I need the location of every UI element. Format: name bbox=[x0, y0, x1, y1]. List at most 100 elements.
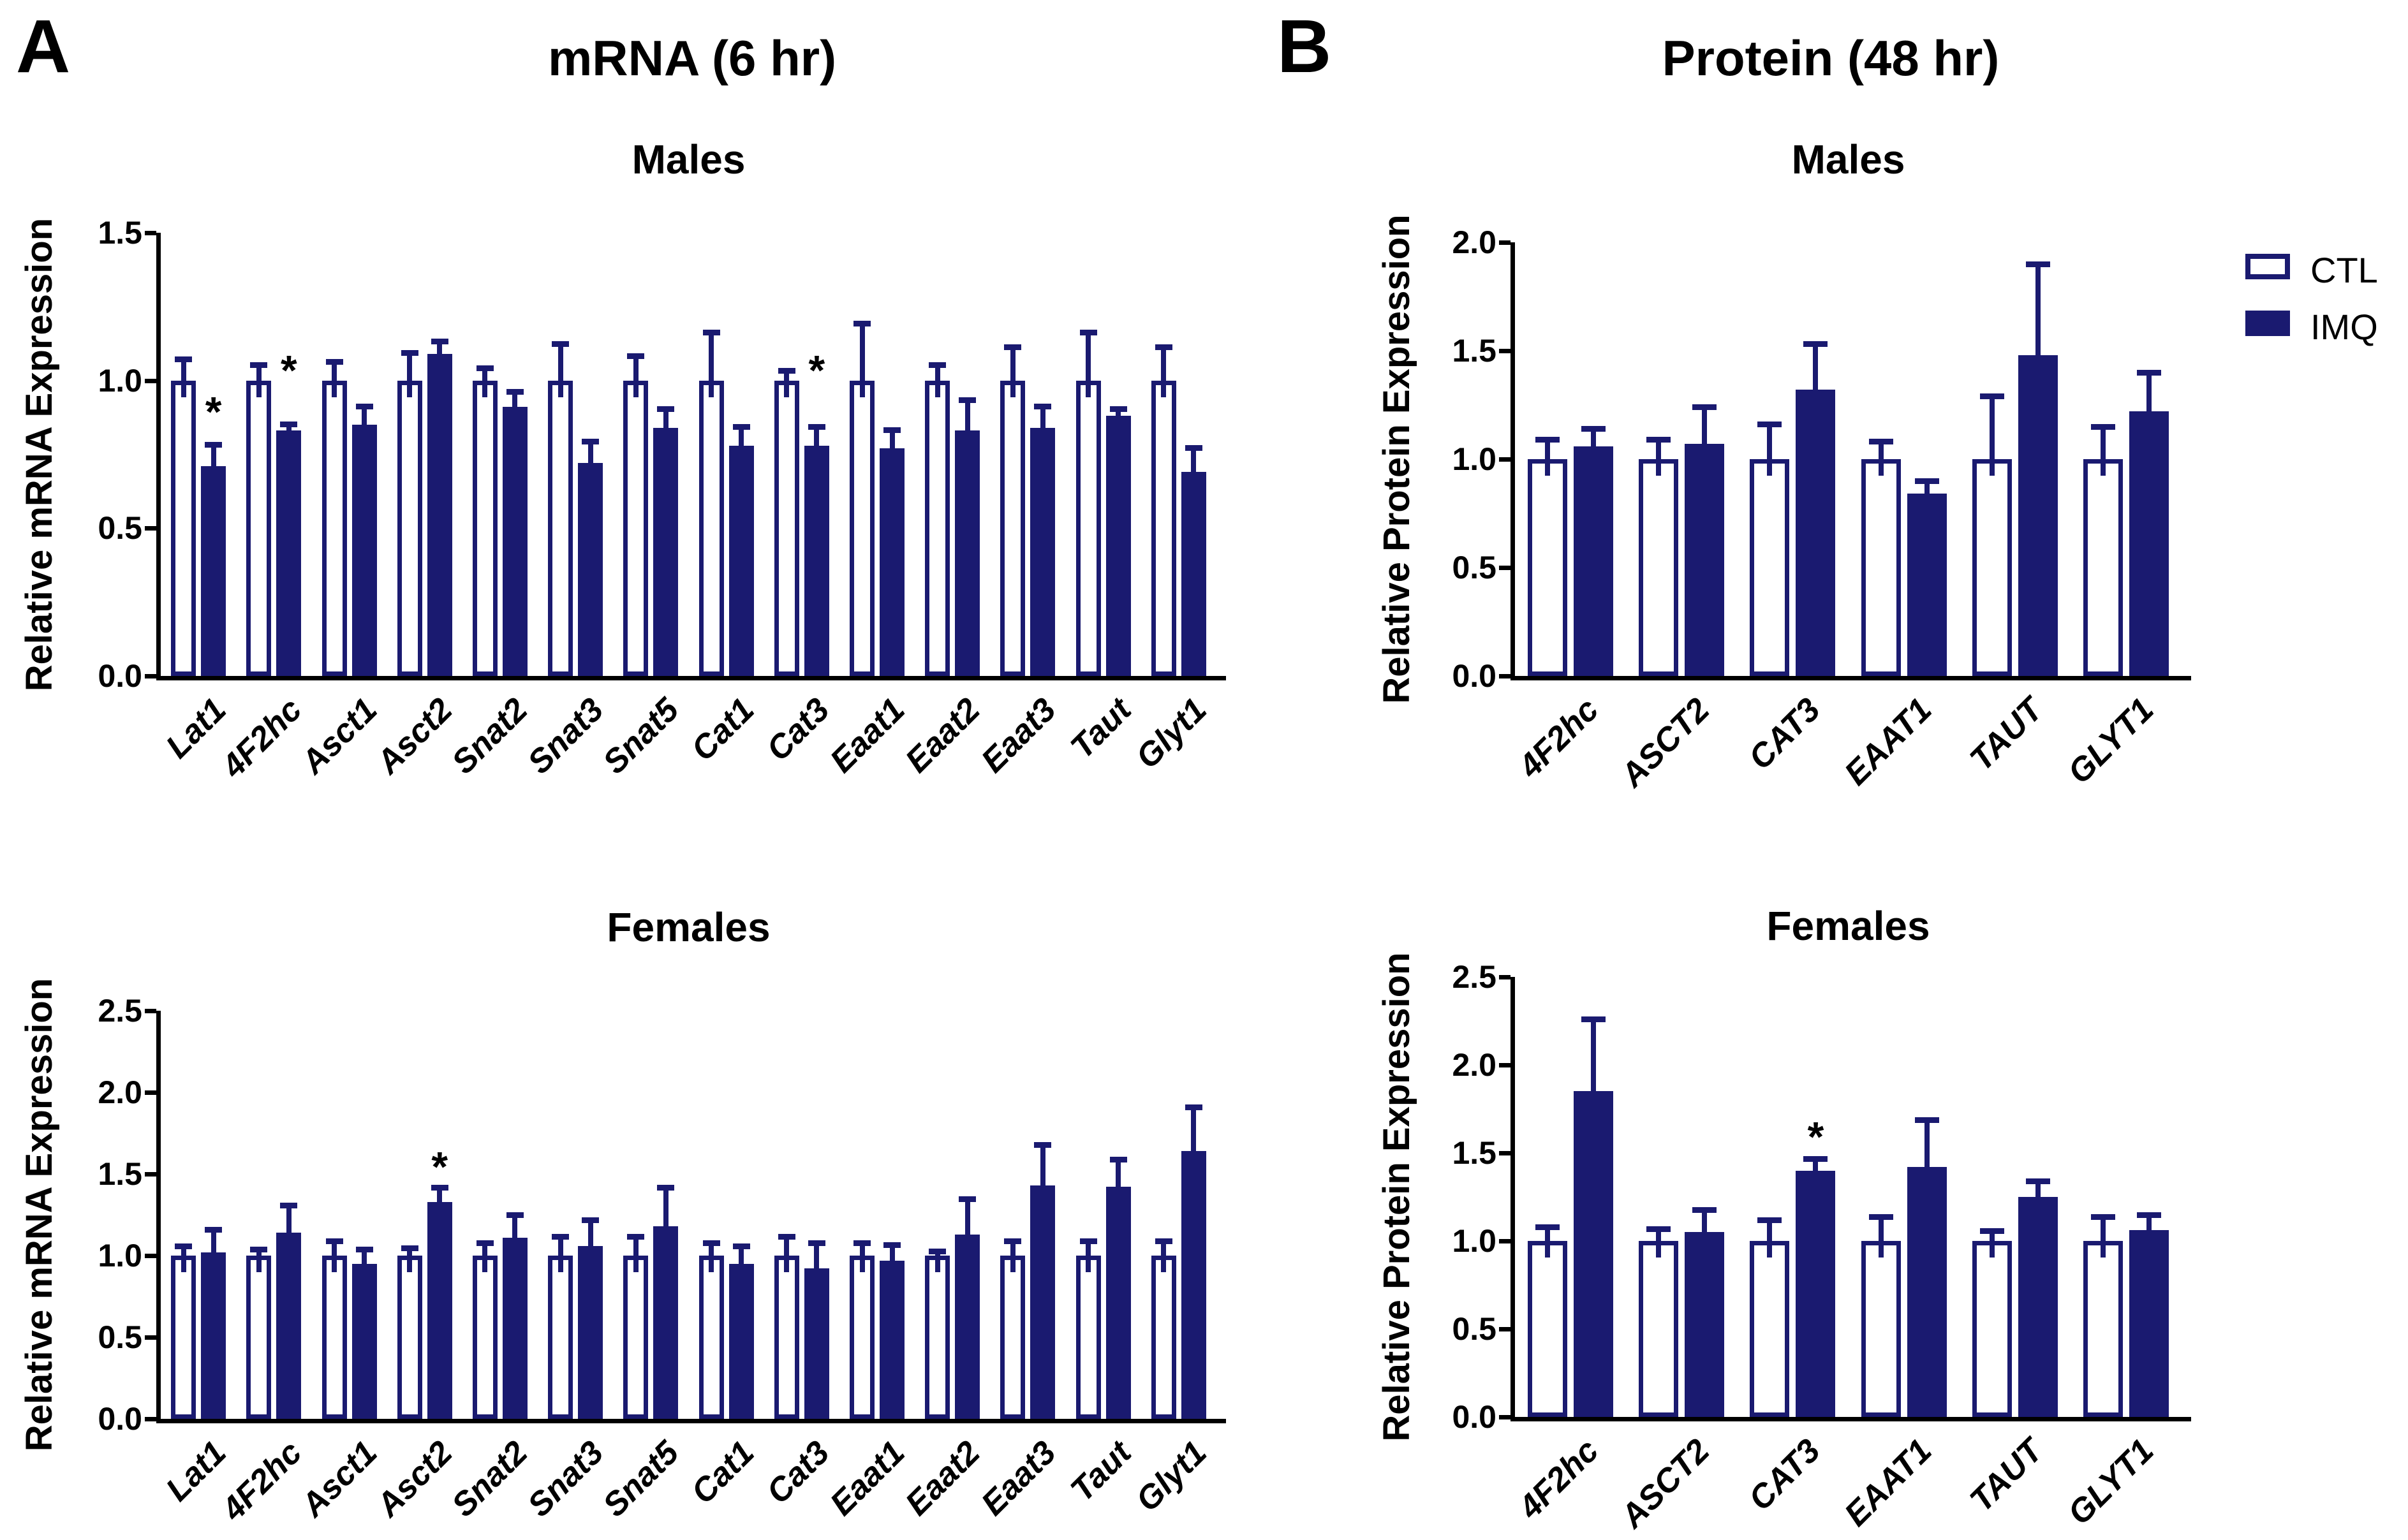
significance-asterisk-CAT3: * bbox=[1807, 1113, 1824, 1161]
bar-ctl-Snat5 bbox=[623, 380, 649, 676]
error-bar-cap-ctl-Eaat1 bbox=[853, 1240, 871, 1246]
error-bar-ctl-Snat3 bbox=[558, 342, 563, 397]
bar-imq-Asct2 bbox=[427, 353, 452, 676]
error-bar-cap-ctl-Cat3 bbox=[778, 1233, 795, 1240]
bar-ctl-4F2hc bbox=[1528, 1241, 1568, 1417]
error-bar-cap-ctl-Snat2 bbox=[476, 365, 494, 371]
bar-imq-Eaat2 bbox=[955, 1234, 980, 1419]
bar-imq-Asct1 bbox=[351, 1263, 377, 1419]
error-bar-ctl-Snat3 bbox=[558, 1234, 563, 1272]
y-tick-mark bbox=[145, 1090, 156, 1095]
significance-asterisk-Asct2: * bbox=[431, 1143, 448, 1191]
error-bar-cap-imq-GLYT1 bbox=[2136, 1212, 2161, 1218]
error-bar-cap-ctl-Asct2 bbox=[401, 1245, 418, 1251]
error-bar-imq-Asct1 bbox=[362, 404, 367, 442]
error-bar-cap-imq-Asct1 bbox=[355, 403, 373, 409]
error-bar-cap-ctl-Eaat2 bbox=[929, 362, 947, 368]
error-bar-ctl-Lat1 bbox=[181, 356, 186, 397]
error-bar-imq-Eaat2 bbox=[964, 398, 970, 448]
bar-imq-CAT3 bbox=[1796, 1170, 1836, 1417]
bar-ctl-Snat2 bbox=[472, 380, 498, 676]
bar-imq-GLYT1 bbox=[2129, 411, 2169, 676]
error-bar-ctl-Eaat3 bbox=[1010, 345, 1016, 397]
legend-swatch-ctl bbox=[2245, 254, 2290, 279]
chart-subtitle: Females bbox=[607, 904, 771, 950]
x-category-label-TAUT: TAUT bbox=[1963, 1432, 2050, 1520]
x-category-label-4F2hc: 4F2hc bbox=[1511, 1432, 1606, 1527]
y-axis-line bbox=[156, 233, 161, 680]
error-bar-cap-imq-Lat1 bbox=[205, 441, 223, 448]
error-bar-cap-ctl-Taut bbox=[1079, 329, 1097, 335]
error-bar-cap-ctl-EAAT1 bbox=[1868, 439, 1893, 445]
error-bar-cap-imq-CAT3 bbox=[1803, 341, 1828, 348]
y-tick-label: 1.5 bbox=[1452, 1135, 1496, 1171]
bar-imq-Snat5 bbox=[653, 427, 679, 676]
error-bar-cap-imq-Glyt1 bbox=[1185, 444, 1202, 451]
error-bar-ctl-4F2hc bbox=[1545, 437, 1551, 476]
bar-ctl-GLYT1 bbox=[2083, 1241, 2123, 1417]
error-bar-cap-ctl-GLYT1 bbox=[2090, 423, 2115, 430]
error-bar-ctl-Snat5 bbox=[633, 353, 639, 397]
error-bar-ctl-ASCT2 bbox=[1656, 1226, 1662, 1258]
error-bar-imq-ASCT2 bbox=[1702, 405, 1708, 461]
error-bar-ctl-Cat3 bbox=[784, 369, 790, 397]
error-bar-imq-TAUT bbox=[2035, 261, 2041, 372]
bar-imq-TAUT bbox=[2018, 355, 2058, 676]
y-tick-label: 2.0 bbox=[1452, 224, 1496, 260]
y-tick-mark bbox=[145, 231, 156, 235]
bar-imq-Eaat3 bbox=[1030, 1185, 1056, 1419]
error-bar-cap-imq-Eaat2 bbox=[959, 397, 977, 404]
legend-label-ctl: CTL bbox=[2310, 250, 2378, 290]
bar-imq-Eaat1 bbox=[880, 1260, 905, 1419]
error-bar-ctl-4F2hc bbox=[256, 362, 262, 397]
bar-imq-Cat1 bbox=[728, 445, 754, 676]
y-tick-mark bbox=[145, 526, 156, 531]
error-bar-imq-Eaat3 bbox=[1040, 1143, 1045, 1202]
error-bar-cap-ctl-ASCT2 bbox=[1646, 437, 1671, 443]
error-bar-cap-ctl-GLYT1 bbox=[2090, 1214, 2115, 1220]
error-bar-ctl-CAT3 bbox=[1767, 1218, 1773, 1258]
error-bar-imq-Glyt1 bbox=[1191, 1105, 1197, 1168]
bar-ctl-Cat3 bbox=[774, 380, 799, 676]
y-tick-label: 1.5 bbox=[98, 1156, 142, 1192]
error-bar-cap-imq-Snat5 bbox=[657, 406, 675, 413]
y-axis-title: Relative Protein Expression bbox=[1376, 952, 1417, 1442]
error-bar-imq-Snat3 bbox=[587, 1218, 593, 1263]
error-bar-cap-imq-Eaat1 bbox=[883, 427, 901, 433]
error-bar-ctl-GLYT1 bbox=[2100, 424, 2106, 476]
error-bar-cap-ctl-Cat3 bbox=[778, 368, 795, 374]
bar-imq-EAAT1 bbox=[1907, 494, 1947, 676]
bar-imq-4F2hc bbox=[276, 430, 302, 676]
error-bar-imq-Eaat2 bbox=[964, 1196, 970, 1251]
error-bar-cap-imq-Cat3 bbox=[808, 1240, 825, 1246]
y-axis-line bbox=[1511, 977, 1515, 1421]
x-axis-line bbox=[156, 1419, 1226, 1423]
error-bar-imq-Taut bbox=[1116, 1157, 1121, 1204]
bar-imq-Eaat2 bbox=[955, 430, 980, 676]
bar-ctl-Taut bbox=[1075, 380, 1101, 676]
chart-subtitle: Females bbox=[1766, 903, 1930, 949]
y-tick-mark bbox=[145, 1254, 156, 1258]
error-bar-cap-imq-GLYT1 bbox=[2136, 369, 2161, 376]
error-bar-cap-imq-Snat5 bbox=[657, 1184, 675, 1191]
error-bar-cap-imq-Asct2 bbox=[431, 1184, 448, 1191]
y-tick-label: 1.0 bbox=[98, 362, 142, 399]
error-bar-cap-imq-Eaat1 bbox=[883, 1242, 901, 1248]
bar-imq-ASCT2 bbox=[1685, 1232, 1725, 1417]
error-bar-cap-imq-Cat1 bbox=[732, 1243, 750, 1250]
x-axis-line bbox=[1511, 676, 2191, 680]
error-bar-cap-imq-CAT3 bbox=[1803, 1155, 1828, 1162]
error-bar-cap-ctl-Eaat3 bbox=[1004, 344, 1022, 351]
y-tick-label: 0.0 bbox=[98, 658, 142, 694]
error-bar-cap-ctl-EAAT1 bbox=[1868, 1214, 1893, 1220]
error-bar-ctl-Cat3 bbox=[784, 1234, 790, 1272]
chart-subtitle: Males bbox=[632, 136, 746, 182]
error-bar-cap-imq-Cat3 bbox=[808, 424, 825, 430]
error-bar-imq-Asct2 bbox=[437, 339, 443, 370]
error-bar-cap-ctl-Cat1 bbox=[702, 329, 720, 335]
error-bar-cap-imq-Taut bbox=[1109, 406, 1127, 413]
legend-label-imq: IMQ bbox=[2310, 307, 2378, 347]
bar-imq-Eaat3 bbox=[1030, 427, 1056, 676]
error-bar-imq-EAAT1 bbox=[1924, 478, 1930, 511]
